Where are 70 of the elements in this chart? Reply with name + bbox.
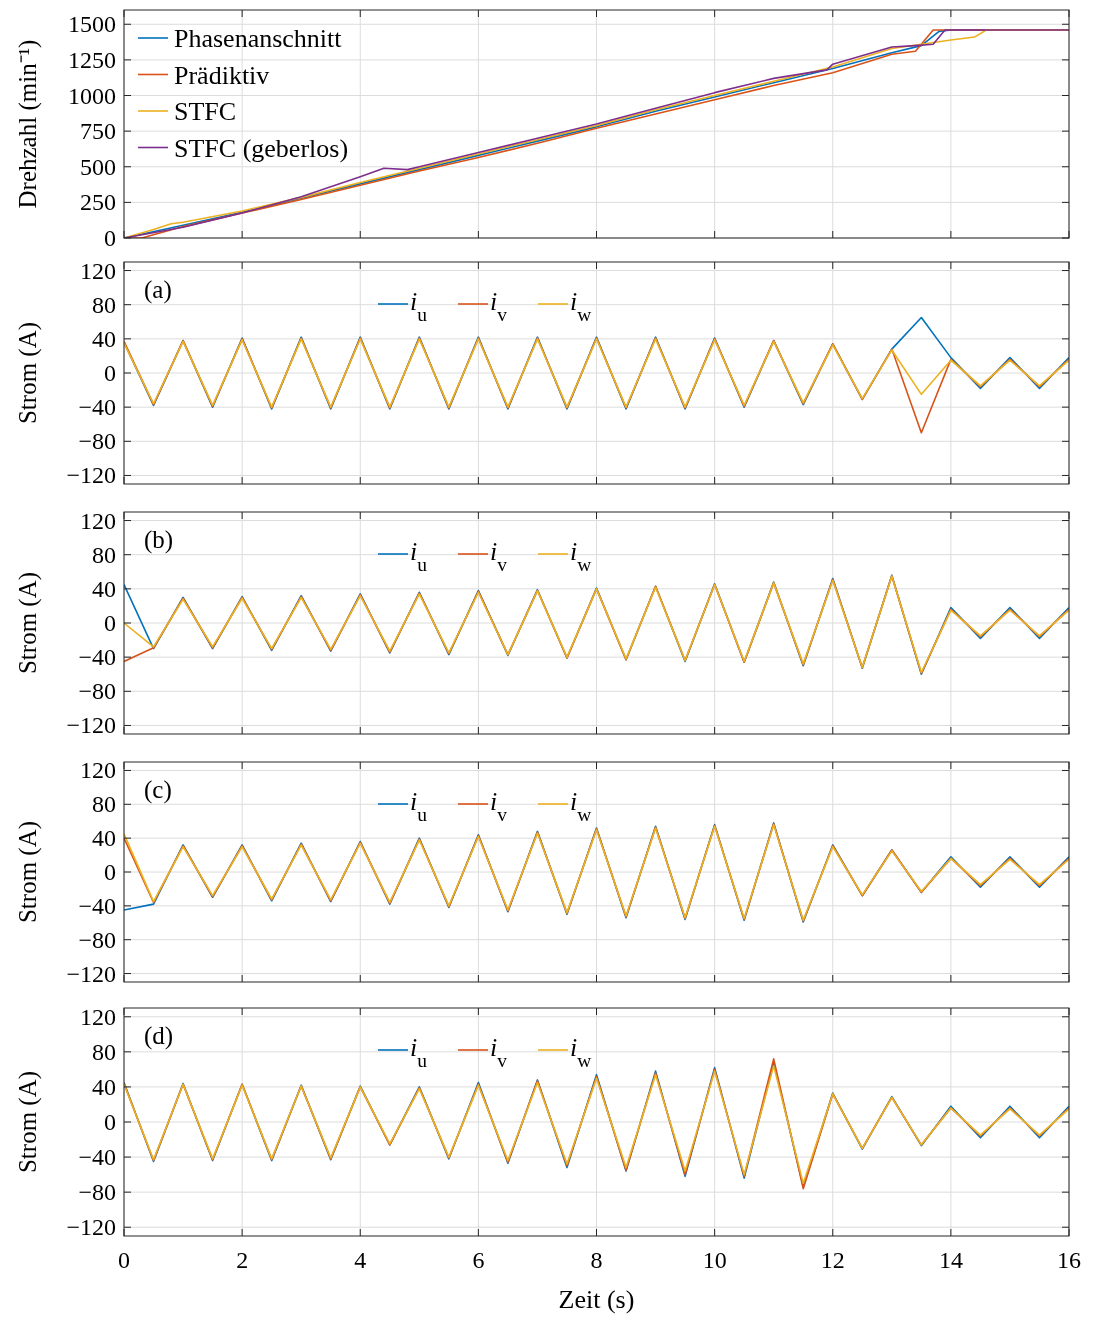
legend-label: STFC (geberlos) [174,133,349,163]
x-tick-label: 14 [938,1247,963,1273]
y-tick-label: −120 [66,960,116,987]
y-tick-label: 80 [92,291,116,318]
y-tick-label: 40 [92,825,116,852]
y-tick-label: 120 [80,1003,116,1030]
legend-label: i$_{w}$ [570,1033,592,1071]
y-axis-title: Strom (A) [14,820,42,924]
y-tick-label: −120 [66,462,116,489]
legend-label: i$_{v}$ [490,537,508,575]
y-tick-label: 80 [92,541,116,568]
x-tick-label: 2 [236,1247,249,1273]
legend-label: i$_{u}$ [410,787,428,825]
y-tick-label: −40 [78,394,116,421]
annotation: (b) [144,526,174,554]
y-tick-label: −40 [78,1144,116,1171]
annotation: (c) [144,776,172,804]
x-axis-title: Zeit (s) [558,1285,635,1314]
y-tick-label: 80 [92,1038,116,1065]
y-tick-label: 1000 [68,82,116,109]
y-axis-title: Strom (A) [14,1070,42,1174]
y-tick-label: 40 [92,575,116,602]
legend-label: i$_{v}$ [490,787,508,825]
y-tick-label: 120 [80,507,116,534]
y-tick-label: 120 [80,257,116,284]
x-tick-label: 6 [472,1247,485,1273]
y-axis-title: Strom (A) [14,321,42,425]
legend-label: Phasenanschnitt [174,24,343,53]
y-axis-title: Strom (A) [14,571,42,675]
line-series [124,338,1069,408]
y-tick-label: 1500 [68,11,116,38]
y-tick-label: −120 [66,1214,116,1241]
y-tick-label: 120 [80,757,116,784]
y-tick-label: 80 [92,791,116,818]
legend-label: i$_{w}$ [570,287,592,325]
x-tick-label: 10 [702,1247,727,1273]
y-tick-label: 500 [80,153,116,180]
y-tick-label: −80 [78,678,116,705]
x-tick-label: 8 [590,1247,603,1273]
y-tick-label: −80 [78,1179,116,1206]
y-tick-label: 750 [80,118,116,145]
y-tick-label: −80 [78,428,116,455]
annotation: (d) [144,1022,174,1050]
x-tick-label: 12 [820,1247,845,1273]
y-tick-label: −40 [78,644,116,671]
annotation: (a) [144,276,172,304]
y-tick-label: 0 [104,859,116,885]
y-tick-label: 0 [104,225,116,251]
legend-label: i$_{u}$ [410,287,428,325]
legend-label: i$_{v}$ [490,287,508,325]
y-tick-label: −40 [78,892,116,919]
legend-label: i$_{u}$ [410,537,428,575]
legend-label: i$_{w}$ [570,787,592,825]
y-tick-label: 250 [80,189,116,216]
legend-label: Prädiktiv [174,60,270,90]
y-tick-label: 0 [104,610,116,636]
y-tick-label: 0 [104,1109,116,1135]
legend-label: STFC [174,97,237,126]
legend-label: i$_{v}$ [490,1033,508,1071]
y-tick-label: 1250 [68,46,116,73]
y-axis-title: Drehzahl (min⁻¹) [14,39,42,209]
y-tick-label: −120 [66,712,116,739]
y-tick-label: 0 [104,360,116,386]
x-tick-label: 4 [354,1247,367,1273]
y-tick-label: 40 [92,1073,116,1100]
y-tick-label: 40 [92,325,116,352]
legend-label: i$_{w}$ [570,537,592,575]
y-tick-label: −80 [78,926,116,953]
x-tick-label: 16 [1057,1247,1081,1273]
legend-label: i$_{u}$ [410,1033,428,1071]
